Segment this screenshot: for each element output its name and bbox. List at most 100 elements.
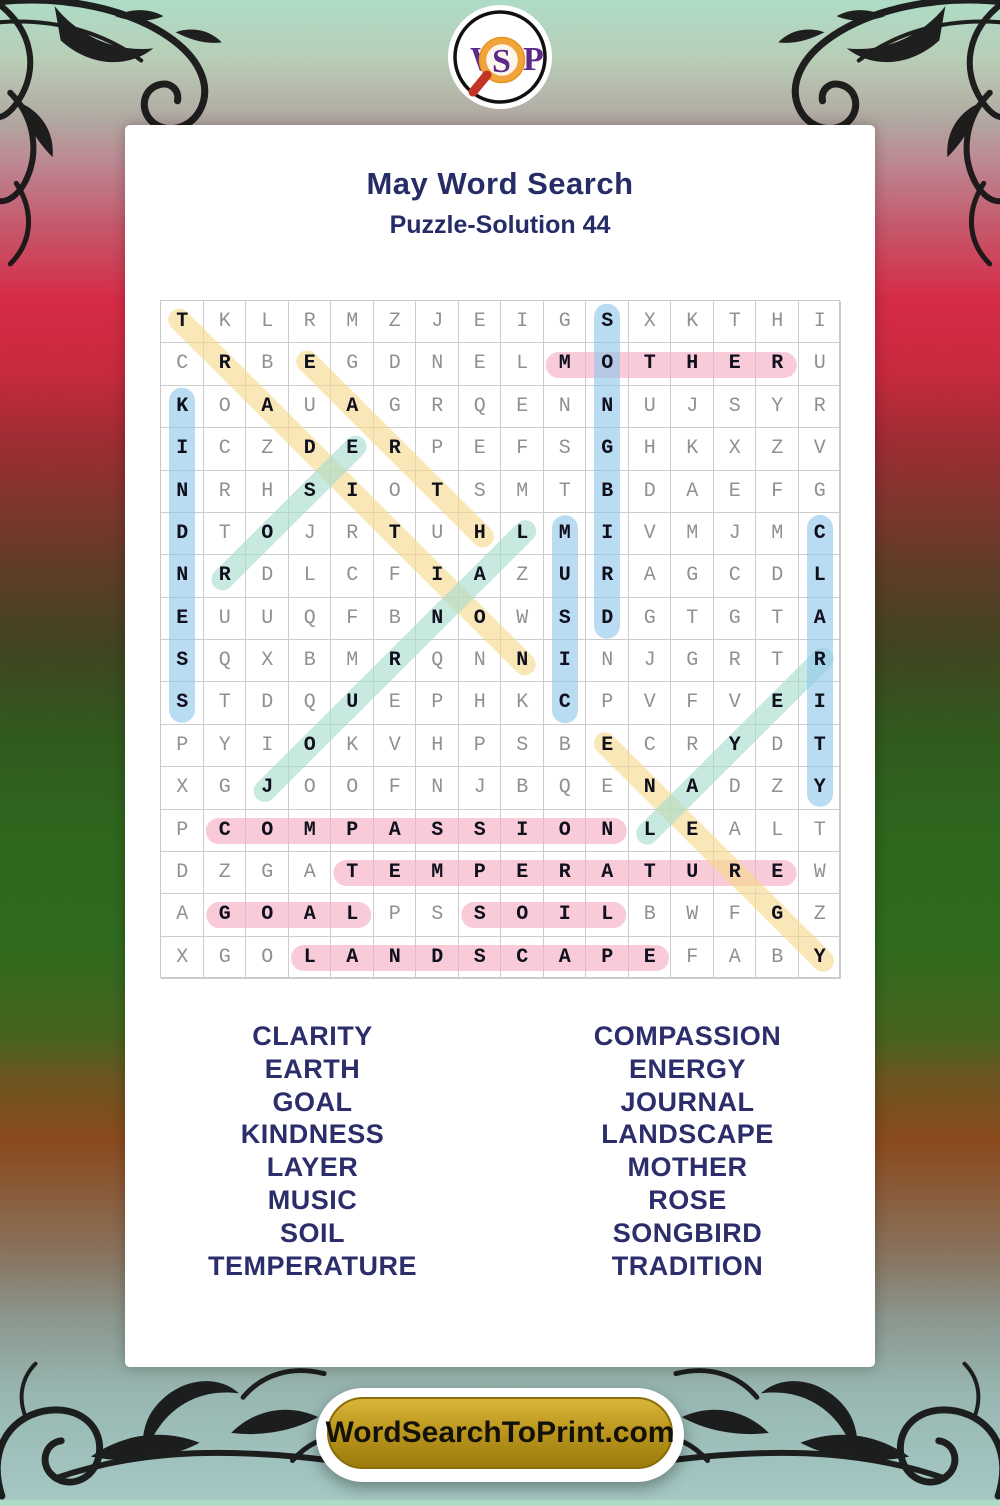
grid-cell xyxy=(713,767,756,810)
grid-letter: T xyxy=(771,649,784,672)
word-highlight-goal xyxy=(205,902,372,929)
grid-letter: U xyxy=(686,860,699,884)
grid-letter: U xyxy=(218,606,231,630)
grid-letter: O xyxy=(261,521,274,545)
grid-letter: D xyxy=(176,860,189,884)
grid-letter: C xyxy=(728,564,741,588)
grid-cell xyxy=(501,555,544,598)
grid-letter: M xyxy=(558,352,571,376)
grid-cell xyxy=(458,343,501,386)
grid-letter: V xyxy=(643,521,656,545)
word-list-item: SOIL xyxy=(279,1217,345,1248)
grid-letter: T xyxy=(388,521,401,545)
grid-cell xyxy=(416,640,459,683)
grid-cell xyxy=(713,809,756,852)
grid-letter: S xyxy=(516,733,529,757)
grid-cell xyxy=(501,767,544,810)
grid-cell xyxy=(501,512,544,556)
grid-cell xyxy=(756,597,799,640)
grid-cell xyxy=(331,682,374,725)
grid-cell xyxy=(331,597,374,640)
grid-cell xyxy=(331,301,374,344)
grid-cell xyxy=(756,809,799,852)
grid-letter: J xyxy=(643,649,656,672)
grid-letter: N xyxy=(473,649,486,672)
grid-letter: A xyxy=(303,903,316,927)
grid-cell xyxy=(458,385,501,429)
grid-cell xyxy=(203,512,246,556)
grid-letter: T xyxy=(218,691,231,715)
grid-letter: H xyxy=(643,437,656,461)
grid-letter: H xyxy=(473,691,486,715)
grid-cell xyxy=(756,724,799,768)
grid-cell xyxy=(628,640,671,683)
word-list-item: JOURNAL xyxy=(620,1086,755,1117)
grid-cell xyxy=(416,470,459,513)
grid-cell xyxy=(161,301,204,344)
grid-cell xyxy=(246,301,289,344)
grid-cell xyxy=(288,851,331,895)
grid-cell xyxy=(543,767,586,810)
page-subtitle: Puzzle-Solution 44 xyxy=(389,211,611,239)
grid-letter: R xyxy=(303,310,316,333)
grid-letter: U xyxy=(558,564,571,588)
grid-letter: Z xyxy=(261,437,274,461)
grid-cell xyxy=(288,428,331,471)
grid-cell xyxy=(501,343,544,386)
grid-cell xyxy=(246,555,289,598)
grid-cell xyxy=(288,343,331,386)
grid-cell xyxy=(161,724,204,768)
grid-letter: D xyxy=(431,945,444,969)
grid-letter: N xyxy=(431,606,444,630)
grid-letter: T xyxy=(771,606,784,630)
word-list-item: TRADITION xyxy=(611,1250,764,1281)
grid-cell xyxy=(416,555,459,598)
solution-highlights xyxy=(161,301,841,979)
grid-letter: E xyxy=(601,776,614,800)
grid-letter: A xyxy=(643,564,656,588)
word-list-item: CLARITY xyxy=(252,1021,373,1051)
grid-cell xyxy=(501,724,544,768)
grid-cell xyxy=(756,682,799,725)
grid-letter: P xyxy=(473,860,486,884)
grid-letter: W xyxy=(813,860,826,884)
grid-letter: D xyxy=(771,564,784,588)
grid-letter: E xyxy=(303,352,316,376)
grid-letter: N xyxy=(431,776,444,800)
grid-letter: X xyxy=(176,945,189,969)
grid-letter: S xyxy=(728,394,741,418)
grid-letter: I xyxy=(346,479,359,503)
grid-cell xyxy=(373,512,416,556)
site-link-button[interactable]: WordSearchToPrint.com xyxy=(316,1388,684,1482)
grid-cell xyxy=(501,428,544,471)
grid-letter: G xyxy=(771,903,784,927)
grid-cell xyxy=(671,640,714,683)
grid-cell xyxy=(756,936,799,979)
magnifier-icon xyxy=(468,36,526,97)
word-highlight-soil xyxy=(460,902,627,929)
grid-cell xyxy=(203,597,246,640)
grid-letter: Z xyxy=(771,437,784,461)
site-link-label: WordSearchToPrint.com xyxy=(325,1416,675,1449)
grid-letter: E xyxy=(388,691,401,715)
grid-letter: C xyxy=(813,521,826,545)
grid-letter: F xyxy=(686,691,699,715)
grid-letter: G xyxy=(346,352,359,376)
grid-cell xyxy=(246,724,289,768)
grid-letter: H xyxy=(771,310,784,333)
grid-letter: B xyxy=(643,903,656,927)
grid-letter: A xyxy=(346,394,359,418)
grid-letter: K xyxy=(516,691,529,715)
grid-letter: N xyxy=(431,352,444,376)
grid-letter: I xyxy=(558,649,571,672)
grid-cell xyxy=(756,385,799,429)
grid-letter: K xyxy=(686,437,699,461)
grid-letter: C xyxy=(346,564,359,588)
grid-cell xyxy=(671,894,714,937)
grid-cell xyxy=(458,724,501,768)
grid-letter: M xyxy=(558,521,571,545)
grid-cell xyxy=(501,640,544,683)
grid-cell xyxy=(458,301,501,344)
grid-cell xyxy=(288,385,331,429)
grid-letter: E xyxy=(346,437,359,461)
